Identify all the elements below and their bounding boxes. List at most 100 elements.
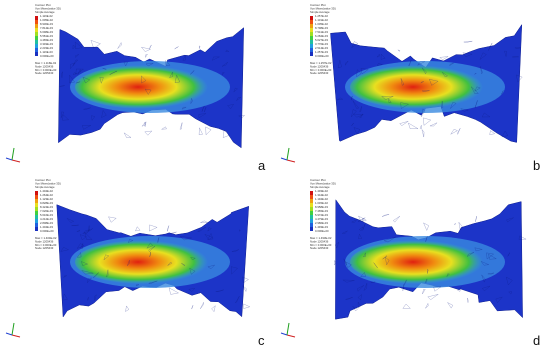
mesh-facet <box>149 251 151 257</box>
mesh-facet <box>359 113 363 118</box>
mesh-facet <box>181 107 187 110</box>
mesh-facet <box>243 303 251 309</box>
legend-stat: Max = 1.257E-02 <box>310 61 332 65</box>
mesh-facet <box>421 67 427 75</box>
mesh-facet <box>344 261 352 268</box>
legend-stat: Node 1205436 <box>310 64 329 68</box>
mesh-facet <box>227 103 234 110</box>
mesh-facet <box>359 106 362 112</box>
mesh-facet <box>423 222 429 231</box>
legend-level: 1.257E-02 <box>315 14 328 18</box>
mesh-facet <box>82 76 91 84</box>
mesh-facet <box>458 222 463 231</box>
mesh-facet <box>188 288 196 292</box>
mesh-facet <box>145 53 148 58</box>
legend-header: Von Mises(value 3D) <box>35 181 61 185</box>
mesh-facet <box>72 59 79 66</box>
legend-swatch <box>35 219 38 223</box>
legend-level: 7.020E-03 <box>40 209 53 213</box>
legend-level: 2.514E-03 <box>315 46 328 50</box>
legend-level: 0.000E+00 <box>315 229 329 233</box>
mesh-facet <box>198 127 203 135</box>
legend-swatch <box>310 32 313 36</box>
mesh-facet <box>66 218 75 223</box>
legend-level: 1.257E-03 <box>315 50 328 54</box>
mesh-facet <box>351 95 353 101</box>
panel-label: b <box>533 158 540 173</box>
mesh-facet <box>77 69 82 75</box>
mesh-facet <box>471 86 479 94</box>
legend-level: 5.972E-03 <box>315 213 328 217</box>
mesh-facet <box>360 68 369 75</box>
mesh-facet <box>207 264 216 270</box>
legend-swatch <box>310 28 313 32</box>
mesh-facet <box>353 127 361 135</box>
mesh-facet <box>423 117 432 126</box>
legend-level: 1.493E-03 <box>315 225 328 229</box>
legend-header: Simple Average <box>35 10 55 14</box>
mesh-facet <box>72 45 76 50</box>
legend-swatch <box>310 20 313 24</box>
mesh-facet <box>495 296 503 303</box>
mesh-facet <box>358 217 366 223</box>
mesh-facet <box>101 109 107 118</box>
mesh-facet <box>441 100 444 109</box>
mesh-facet <box>363 252 366 257</box>
mesh-facet <box>106 269 109 278</box>
legend-level: 3.770E-03 <box>315 42 328 46</box>
mesh-facet <box>215 289 224 292</box>
mesh-facet <box>198 113 207 119</box>
mesh-facet <box>370 281 376 283</box>
mesh-facet <box>201 105 205 112</box>
mesh-facet <box>356 69 362 78</box>
triad-axis <box>11 322 15 336</box>
triad-axis <box>5 332 13 336</box>
mesh-facet <box>74 41 83 49</box>
mesh-facet <box>402 284 405 291</box>
mesh-facet <box>421 108 426 117</box>
legend-swatch <box>35 36 38 40</box>
mesh-facet <box>182 55 186 61</box>
mesh-facet <box>242 276 249 284</box>
legend-swatch <box>310 195 313 199</box>
legend-level: 2.233E-03 <box>40 46 53 50</box>
mesh-facet <box>488 253 497 260</box>
mesh-facet <box>99 77 104 84</box>
mesh-facet <box>352 113 364 118</box>
mesh-facet <box>450 129 458 135</box>
mesh-facet <box>200 220 208 223</box>
mesh-facet <box>84 232 93 240</box>
mesh-facet <box>506 217 514 223</box>
mesh-facet <box>427 268 429 274</box>
legend-level: 5.581E-03 <box>40 34 53 38</box>
mesh-facet <box>385 256 390 266</box>
mesh-facet <box>61 111 65 118</box>
legend-level: 8.798E-03 <box>315 26 328 30</box>
legend-level: 6.698E-03 <box>40 30 53 34</box>
mesh-facet <box>189 267 196 275</box>
mesh-facet <box>400 102 409 109</box>
legend-header: Von Mises(value 3D) <box>35 6 61 10</box>
mesh-facet <box>508 291 512 295</box>
legend-stat: Min = 0.000E+00 <box>310 68 332 72</box>
mesh-facet <box>127 260 130 266</box>
mesh-facet <box>72 72 77 75</box>
mesh-facet <box>373 262 378 268</box>
mesh-facet <box>454 223 456 226</box>
mesh-facet <box>135 283 140 287</box>
mesh-facet <box>449 62 454 66</box>
mesh-facet <box>334 259 337 266</box>
legend-level: 0.000E+00 <box>40 54 54 58</box>
mesh-facet <box>400 78 405 86</box>
legend-swatch <box>35 211 38 215</box>
triad-axis <box>286 322 290 336</box>
mesh-facet <box>442 72 448 78</box>
mesh-facet <box>62 114 70 121</box>
mesh-facet <box>87 297 89 301</box>
legend-swatch <box>310 36 313 40</box>
mesh-facet <box>75 68 84 75</box>
mesh-facet <box>351 219 358 223</box>
